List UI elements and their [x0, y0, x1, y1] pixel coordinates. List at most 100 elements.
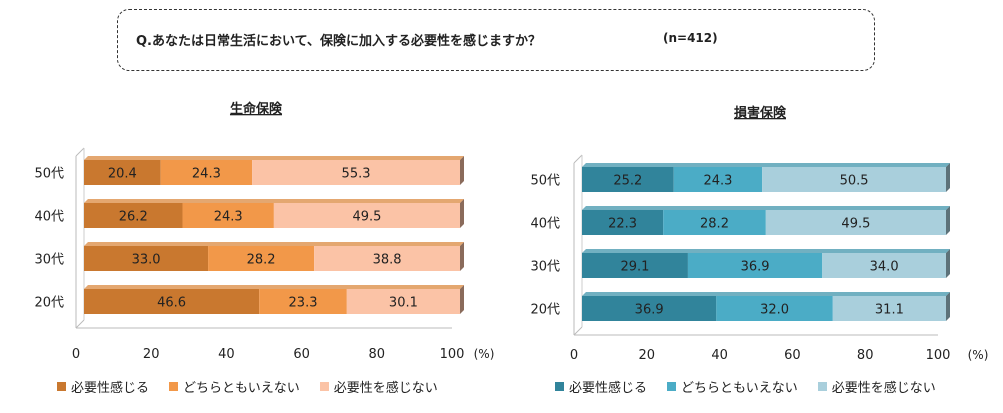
nonlife-frame-top — [573, 154, 583, 164]
nonlife-bar-side-1 — [946, 206, 950, 235]
nonlife-value-label: 24.3 — [703, 174, 732, 189]
life-bar-topstrip-3 — [84, 285, 464, 289]
legend-label: 必要性感じる — [71, 381, 150, 396]
legend-item: 必要性感じる — [57, 377, 149, 396]
life-value-label: 46.6 — [157, 296, 186, 311]
legend-swatch — [57, 382, 66, 391]
nonlife-tick-label: 60 — [784, 348, 801, 363]
life-tick-label: 20 — [143, 347, 160, 362]
legend-item: 必要性を感じない — [319, 377, 438, 396]
nonlife-value-label: 22.3 — [608, 217, 637, 232]
life-bar-3-2 — [346, 289, 460, 314]
life-bar-side-3 — [460, 285, 464, 314]
life-tick-label: 0 — [72, 347, 80, 362]
life-value-label: 23.3 — [289, 296, 318, 311]
nonlife-tick-label: 20 — [639, 348, 656, 363]
question-text: Q.あなたは日常生活において、保険に加入する必要性を感じますか？ — [136, 34, 541, 49]
life-tick-label: 40 — [218, 347, 235, 362]
life-value-label: 55.3 — [342, 167, 371, 182]
nonlife-value-label: 34.0 — [870, 260, 899, 275]
life-value-label: 33.0 — [132, 253, 161, 268]
life-category-label: 20代 — [34, 296, 64, 311]
nonlife-tick-label: 80 — [857, 348, 874, 363]
nonlife-category-label: 20代 — [530, 303, 560, 318]
life-bar-2-2 — [314, 246, 460, 271]
life-tick-label: 80 — [369, 347, 386, 362]
life-bar-2-1 — [208, 246, 315, 271]
nonlife-bar-0-0 — [582, 167, 674, 192]
question-box: Q.あなたは日常生活において、保険に加入する必要性を感じますか？ (n=412) — [117, 9, 875, 71]
nonlife-value-label: 28.2 — [700, 217, 729, 232]
nonlife-bar-side-2 — [946, 249, 950, 278]
nonlife-category-label: 30代 — [530, 260, 560, 275]
nonlife-bar-topstrip-0 — [582, 163, 950, 167]
nonlife-value-label: 36.9 — [635, 303, 664, 318]
life-bar-topstrip-1 — [84, 199, 464, 203]
life-bar-side-0 — [460, 156, 464, 185]
life-value-label: 38.8 — [373, 253, 402, 268]
life-bar-2-0 — [84, 246, 209, 271]
legend-label: どちらともいえない — [183, 381, 300, 396]
nonlife-tick-label: 40 — [711, 348, 728, 363]
nonlife-tick-label: 0 — [570, 348, 578, 363]
legend-label: 必要性を感じない — [831, 381, 936, 396]
legend-swatch — [319, 382, 329, 391]
legend-item: どちらともいえない — [169, 377, 300, 396]
life-frame-top — [75, 147, 85, 157]
nonlife-bar-1-2 — [765, 210, 946, 235]
nonlife-value-label: 49.5 — [841, 217, 870, 232]
legend-swatch — [667, 382, 677, 391]
legend-item: 必要性感じる — [555, 377, 647, 396]
life-bar-side-2 — [460, 242, 464, 271]
nonlife-bar-3-1 — [716, 296, 833, 321]
legend-label: 必要性感じる — [569, 381, 648, 396]
nonlife-bar-side-0 — [946, 163, 950, 192]
nonlife-unit-label: (%) — [968, 348, 989, 362]
life-bar-0-1 — [160, 160, 253, 185]
nonlife-bar-2-2 — [822, 253, 946, 278]
life-bar-1-0 — [84, 203, 183, 228]
nonlife-bar-topstrip-3 — [582, 292, 950, 296]
nonlife-bar-2-0 — [582, 253, 688, 278]
nonlife-category-label: 40代 — [530, 217, 560, 232]
nonlife-chart-title: 損害保険 — [734, 105, 787, 121]
sample-size: (n=412) — [663, 31, 718, 45]
life-value-label: 24.3 — [214, 210, 243, 225]
nonlife-category-label: 50代 — [530, 174, 560, 189]
nonlife-value-label: 29.1 — [620, 260, 649, 275]
life-bar-0-0 — [84, 160, 161, 185]
legend-swatch — [169, 382, 179, 391]
nonlife-value-label: 31.1 — [875, 303, 904, 318]
life-value-label: 20.4 — [108, 167, 137, 182]
legend-item: 必要性を感じない — [817, 377, 936, 396]
legend-swatch — [817, 382, 827, 391]
life-tick-label: 100 — [440, 347, 465, 362]
life-bar-3-0 — [84, 289, 260, 314]
life-bar-0-2 — [252, 160, 460, 185]
nonlife-bar-3-2 — [832, 296, 946, 321]
life-unit-label: (%) — [474, 347, 495, 361]
non-life-insurance-legend: 必要性感じる どちらともいえない 必要性を感じない — [555, 377, 936, 396]
nonlife-bar-topstrip-2 — [582, 249, 950, 253]
nonlife-bar-1-1 — [663, 210, 766, 235]
nonlife-bar-0-2 — [762, 167, 946, 192]
life-frame-floor-edge — [75, 319, 85, 329]
nonlife-value-label: 25.2 — [613, 174, 642, 189]
nonlife-bar-0-1 — [673, 167, 763, 192]
nonlife-bar-1-0 — [582, 210, 664, 235]
legend-label: 必要性を感じない — [333, 381, 438, 396]
life-value-label: 24.3 — [192, 167, 221, 182]
legend-swatch — [555, 382, 564, 391]
life-bar-topstrip-0 — [84, 156, 464, 160]
nonlife-frame-floor-edge — [573, 326, 583, 336]
legend-label: どちらともいえない — [681, 381, 798, 396]
nonlife-value-label: 50.5 — [840, 174, 869, 189]
nonlife-tick-label: 100 — [926, 348, 951, 363]
life-category-label: 40代 — [34, 210, 64, 225]
nonlife-bar-topstrip-1 — [582, 206, 950, 210]
nonlife-bar-side-3 — [946, 292, 950, 321]
life-value-label: 49.5 — [352, 210, 381, 225]
life-insurance-legend: 必要性感じる どちらともいえない 必要性を感じない — [57, 377, 438, 396]
life-bar-topstrip-2 — [84, 242, 464, 246]
